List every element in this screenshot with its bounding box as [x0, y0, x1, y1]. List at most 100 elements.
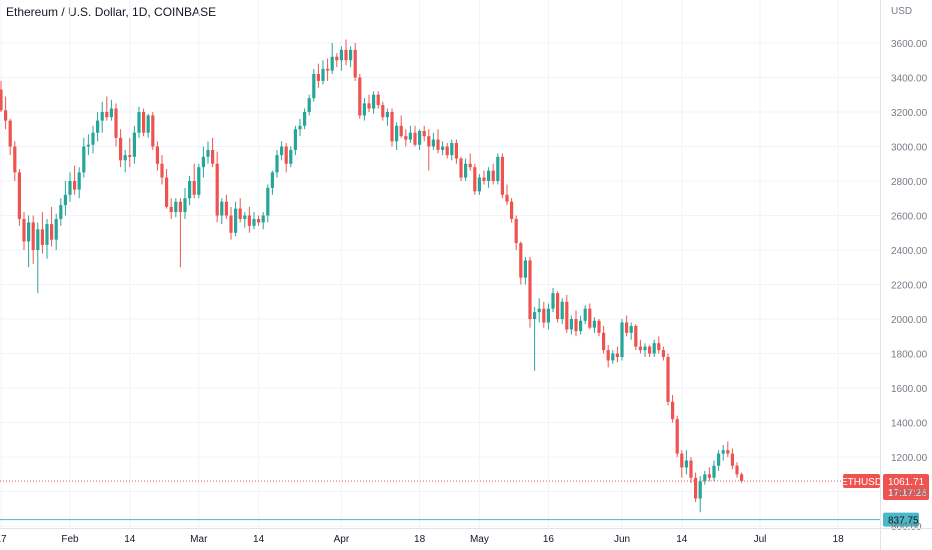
- x-tick-label: 16: [543, 534, 555, 545]
- candle: [132, 125, 136, 164]
- candle-body: [376, 94, 380, 106]
- candle-body: [661, 350, 665, 357]
- hline-price-tag-bg: [883, 512, 919, 527]
- candle-body: [542, 308, 546, 323]
- candle-body: [192, 181, 196, 195]
- candle-body: [77, 172, 81, 190]
- candle: [597, 319, 601, 337]
- candle: [293, 125, 297, 156]
- candle-body: [105, 111, 109, 118]
- candle-body: [114, 108, 118, 138]
- candle: [477, 174, 481, 195]
- candle-body: [638, 346, 642, 351]
- candle: [634, 324, 638, 351]
- candle: [169, 198, 173, 219]
- last-price-tag-bg: [883, 473, 929, 500]
- candle: [390, 108, 394, 147]
- candle: [86, 134, 90, 156]
- candle: [165, 168, 169, 209]
- candle: [339, 46, 343, 71]
- candle: [482, 170, 486, 185]
- candle-body: [27, 222, 31, 242]
- candle-body: [211, 149, 215, 164]
- candle: [675, 415, 679, 458]
- candle-body: [533, 312, 537, 320]
- candle: [638, 339, 642, 354]
- candle-body: [666, 357, 670, 402]
- candle: [257, 215, 261, 226]
- candle: [183, 187, 187, 219]
- candle-body: [206, 149, 210, 157]
- candle: [445, 143, 449, 159]
- candle: [358, 74, 362, 119]
- x-tick-label: 18: [833, 534, 845, 545]
- candle: [362, 98, 366, 121]
- candle: [22, 212, 26, 251]
- candle-body: [82, 146, 86, 173]
- candle-body: [257, 218, 261, 223]
- candle: [40, 212, 44, 254]
- candle: [625, 315, 629, 337]
- x-tick-label: May: [470, 534, 489, 545]
- candle-body: [528, 260, 532, 320]
- candle: [519, 241, 523, 285]
- candle-body: [188, 181, 192, 199]
- candle-body: [740, 474, 744, 481]
- candle-body: [399, 125, 403, 137]
- candle: [192, 163, 196, 199]
- candle: [252, 212, 256, 230]
- candle-body: [36, 229, 40, 251]
- candle: [537, 298, 541, 323]
- candle: [620, 319, 624, 361]
- candle-body: [316, 74, 320, 81]
- candle-body: [390, 111, 394, 142]
- candle: [105, 96, 109, 121]
- candle: [689, 457, 693, 483]
- y-tick-label: 2600.00: [891, 212, 928, 223]
- candle-body: [234, 208, 238, 233]
- grid: [0, 0, 880, 528]
- candle: [556, 291, 560, 323]
- candle: [643, 343, 647, 357]
- candle: [717, 450, 721, 471]
- candle: [546, 303, 550, 330]
- candle-body: [330, 56, 334, 71]
- candle-body: [634, 325, 638, 347]
- candle-body: [174, 201, 178, 213]
- candle: [441, 141, 445, 156]
- x-tick-label: 17: [0, 534, 7, 545]
- x-tick-label: 14: [124, 534, 136, 545]
- candle-body: [280, 146, 284, 156]
- candle-body: [68, 181, 72, 195]
- candle-body: [565, 301, 569, 330]
- candle-body: [473, 167, 477, 192]
- candle: [229, 206, 233, 240]
- candle-body: [146, 115, 150, 133]
- candle-body: [229, 215, 233, 233]
- candle: [13, 141, 17, 181]
- candle-body: [537, 308, 541, 313]
- candle-body: [464, 163, 468, 178]
- candle-body: [252, 218, 256, 226]
- candle: [367, 94, 371, 112]
- y-tick-label: 2800.00: [891, 177, 928, 188]
- candle-body: [556, 293, 560, 320]
- candle-body: [298, 125, 302, 130]
- candle-body: [431, 139, 435, 147]
- symbol-title: Ethereum / U.S. Dollar, 1D, COINBASE: [6, 5, 217, 19]
- candle: [63, 181, 67, 216]
- candle-body: [362, 103, 366, 116]
- candle: [54, 213, 58, 251]
- candle-body: [551, 293, 555, 309]
- candle-body: [4, 110, 8, 121]
- candle-body: [243, 215, 247, 219]
- candle-body: [344, 49, 348, 61]
- candle: [514, 215, 518, 251]
- candle-body: [165, 177, 169, 207]
- candle-body: [73, 181, 77, 190]
- candle: [330, 42, 334, 75]
- x-tick-label: Jul: [754, 534, 767, 545]
- candle: [505, 184, 509, 206]
